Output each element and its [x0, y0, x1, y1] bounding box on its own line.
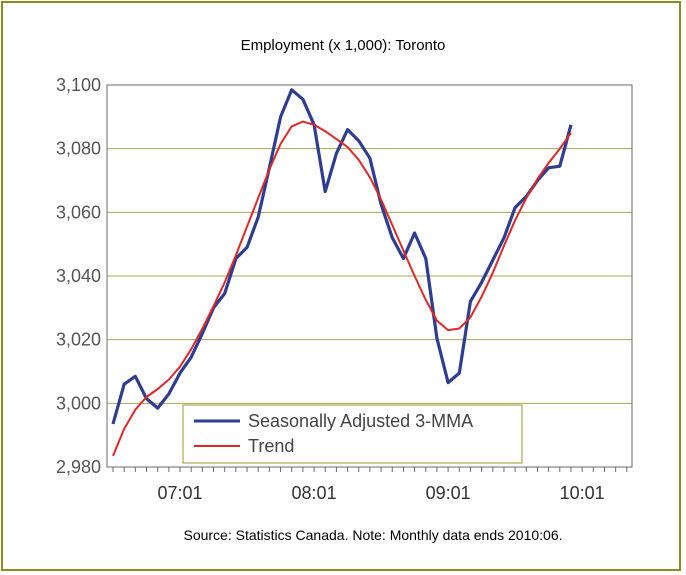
x-tick-label: 07:01 [157, 483, 202, 503]
y-tick-label: 2,980 [56, 457, 101, 477]
legend-label-seasonally-adjusted: Seasonally Adjusted 3-MMA [248, 411, 473, 431]
y-tick-label: 3,040 [56, 266, 101, 286]
legend-box [182, 404, 523, 464]
x-tick-label: 09:01 [426, 483, 471, 503]
legend: Seasonally Adjusted 3-MMA Trend [182, 404, 523, 464]
y-tick-label: 3,060 [56, 202, 101, 222]
y-tick-label: 3,020 [56, 330, 101, 350]
y-axis-ticks: 2,980 3,000 3,020 3,040 3,060 3,080 3,100 [56, 75, 101, 477]
series-line-trend [112, 120, 572, 457]
y-tick-label: 3,100 [56, 75, 101, 95]
chart-title: Employment (x 1,000): Toronto [240, 37, 446, 54]
legend-label-trend: Trend [248, 436, 294, 456]
y-tick-label: 3,000 [56, 393, 101, 413]
series-lines [111, 88, 573, 457]
x-tick-label: 08:01 [292, 483, 337, 503]
x-axis-ticks: 07:01 08:01 09:01 10:01 [112, 467, 628, 503]
source-note: Source: Statistics Canada. Note: Monthly… [183, 527, 563, 543]
y-tick-label: 3,080 [56, 139, 101, 159]
series-line-seasonally-adjusted [111, 88, 573, 425]
x-tick-label: 10:01 [560, 483, 605, 503]
